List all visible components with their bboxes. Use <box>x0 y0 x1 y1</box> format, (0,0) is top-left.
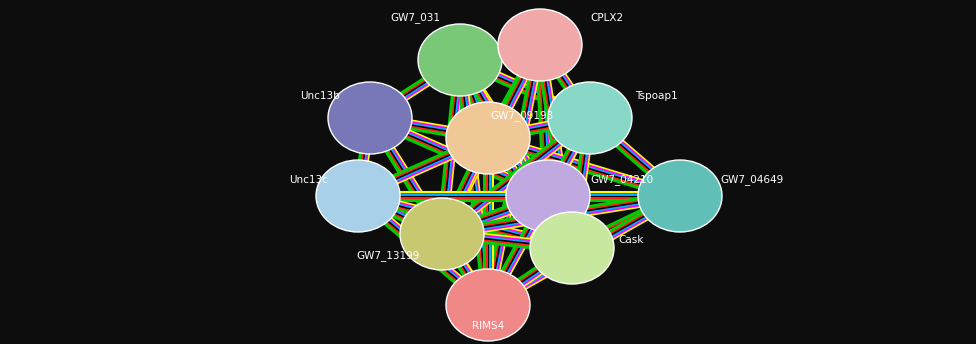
Ellipse shape <box>418 24 502 96</box>
Text: GW7_04210: GW7_04210 <box>590 174 653 185</box>
Ellipse shape <box>548 82 632 154</box>
Text: Tspoap1: Tspoap1 <box>635 91 677 101</box>
Ellipse shape <box>446 102 530 174</box>
Ellipse shape <box>446 269 530 341</box>
Text: GW7_04649: GW7_04649 <box>720 174 784 185</box>
Ellipse shape <box>316 160 400 232</box>
Ellipse shape <box>328 82 412 154</box>
Text: GW7_031: GW7_031 <box>390 12 440 23</box>
Text: GW7_13199: GW7_13199 <box>356 250 420 261</box>
Ellipse shape <box>530 212 614 284</box>
Text: Cask: Cask <box>618 235 643 245</box>
Ellipse shape <box>638 160 722 232</box>
Ellipse shape <box>506 160 590 232</box>
Text: CPLX2: CPLX2 <box>590 13 623 23</box>
Ellipse shape <box>498 9 582 81</box>
Text: Unc13b: Unc13b <box>301 91 340 101</box>
Ellipse shape <box>400 198 484 270</box>
Text: Unc13c: Unc13c <box>289 175 328 185</box>
Text: GW7_09193: GW7_09193 <box>490 110 553 121</box>
Text: RIMS4: RIMS4 <box>471 321 505 331</box>
